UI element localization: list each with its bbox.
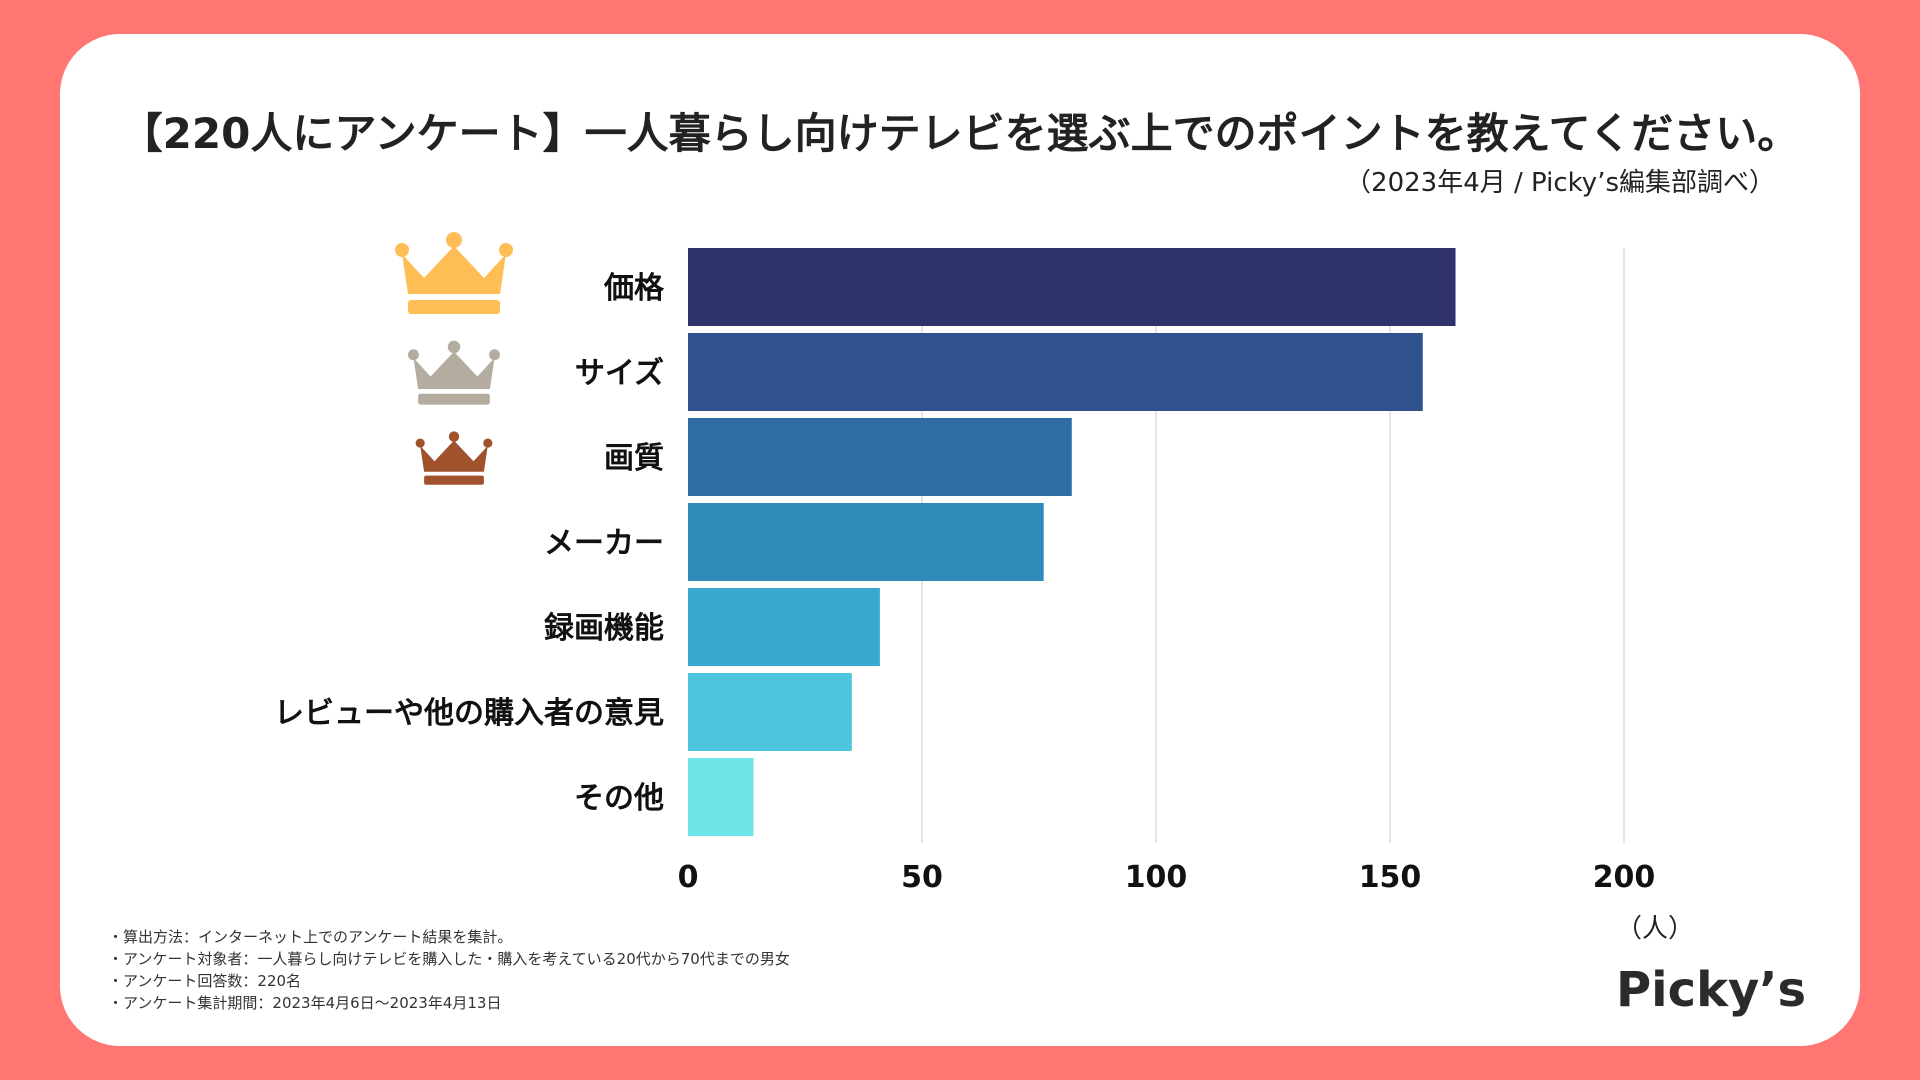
silver-crown-icon <box>407 340 501 405</box>
category-label: 価格 <box>603 271 665 306</box>
bar <box>688 588 880 666</box>
survey-notes: ・算出方法：インターネット上でのアンケート結果を集計。 ・アンケート対象者：一人… <box>108 926 790 1014</box>
category-label: レビューや他の購入者の意見 <box>274 696 664 731</box>
category-label: 録画機能 <box>544 611 664 646</box>
page-subtitle: （2023年4月 / Picky’s編集部調べ） <box>1345 168 1775 198</box>
tick-label: 0 <box>678 860 699 895</box>
category-label: 画質 <box>604 441 664 476</box>
bar <box>688 248 1456 326</box>
bronze-crown-icon <box>415 431 493 485</box>
category-label: その他 <box>574 781 664 816</box>
tick-label: 50 <box>901 860 943 895</box>
bar <box>688 333 1423 411</box>
bar <box>688 418 1072 496</box>
category-label: サイズ <box>575 356 664 391</box>
tick-label: 150 <box>1359 860 1422 895</box>
bar <box>688 758 754 836</box>
note-line: ・算出方法：インターネット上でのアンケート結果を集計。 <box>108 928 513 946</box>
note-line: ・アンケート回答数：220名 <box>108 972 302 990</box>
pickys-logo: Picky’s <box>1616 962 1807 1018</box>
x-axis-unit-label: （人） <box>1616 914 1695 944</box>
note-line: ・アンケート集計期間：2023年4月6日〜2023年4月13日 <box>108 994 502 1012</box>
gold-crown-icon <box>395 232 513 314</box>
note-line: ・アンケート対象者：一人暮らし向けテレビを購入した・購入を考えている20代から7… <box>108 950 790 968</box>
tick-label: 100 <box>1125 860 1188 895</box>
page-title: 【220人にアンケート】一人暮らし向けテレビを選ぶ上でのポイントを教えてください… <box>120 109 1800 158</box>
bar <box>688 503 1044 581</box>
bar <box>688 673 852 751</box>
tick-label: 200 <box>1593 860 1656 895</box>
category-label: メーカー <box>544 526 664 561</box>
